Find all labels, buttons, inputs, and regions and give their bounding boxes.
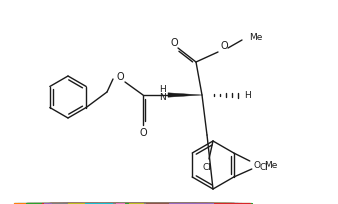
Text: Me: Me — [264, 161, 277, 170]
Polygon shape — [168, 93, 202, 97]
Text: H: H — [244, 91, 251, 100]
Text: Cl: Cl — [202, 163, 212, 173]
Text: H: H — [159, 85, 165, 94]
Text: O: O — [139, 128, 147, 138]
Text: Me: Me — [249, 32, 262, 41]
Text: N: N — [159, 92, 165, 102]
Text: O: O — [254, 161, 261, 170]
Text: O: O — [170, 38, 178, 48]
Text: O: O — [220, 41, 228, 51]
Text: Cl: Cl — [260, 163, 269, 172]
Text: O: O — [116, 72, 124, 82]
